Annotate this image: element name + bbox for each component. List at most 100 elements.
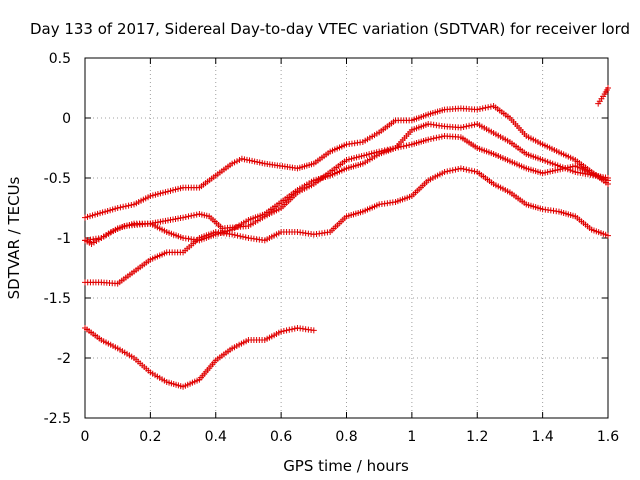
data-point [278, 328, 285, 335]
data-point [468, 122, 475, 129]
data-point [351, 155, 358, 162]
data-point [162, 189, 169, 196]
data-point [94, 210, 101, 217]
data-point [99, 209, 106, 216]
data-point [433, 134, 440, 141]
series-sat-e [82, 325, 317, 390]
data-point [395, 144, 402, 151]
x-tick-label: 0.6 [270, 429, 292, 445]
data-point [549, 160, 556, 167]
data-point [164, 188, 171, 195]
data-point [605, 232, 611, 239]
data-point [554, 166, 561, 173]
data-point [109, 206, 116, 213]
data-point [180, 214, 187, 221]
series-sat-d [82, 165, 611, 287]
x-tick-label: 1 [407, 429, 416, 445]
y-tick-label: 0 [62, 111, 71, 127]
data-point [154, 191, 161, 198]
data-point [438, 133, 445, 140]
data-point [87, 213, 94, 220]
data-point [112, 205, 119, 212]
data-point [436, 134, 443, 141]
x-tick-label: 1.4 [531, 429, 553, 445]
data-point [343, 157, 350, 163]
data-point [185, 213, 192, 220]
data-point [356, 153, 363, 160]
data-point [289, 326, 296, 333]
axis-ticks [84, 57, 609, 419]
data-point [229, 231, 236, 238]
data-point [104, 207, 111, 214]
data-point [241, 156, 248, 163]
data-point [157, 190, 164, 197]
data-point [92, 211, 99, 218]
data-point [557, 166, 564, 173]
data-point [167, 187, 174, 194]
data-point [346, 156, 353, 163]
data-point [466, 122, 473, 129]
data-point [430, 135, 437, 142]
data-point [542, 169, 549, 176]
data-point [125, 202, 132, 209]
data-point [427, 136, 434, 142]
data-point [291, 325, 298, 332]
data-point [122, 203, 129, 210]
data-point [363, 151, 370, 158]
data-point [471, 168, 478, 175]
data-point [237, 233, 244, 240]
data-point [397, 143, 404, 150]
data-point [234, 232, 241, 239]
data-point [476, 106, 483, 112]
data-point [254, 159, 261, 165]
data-point [128, 202, 135, 208]
data-point [259, 160, 266, 167]
data-point [452, 166, 459, 173]
data-point [366, 151, 373, 158]
data-point [361, 152, 368, 159]
data-point [400, 143, 407, 150]
data-point [175, 185, 182, 192]
y-tick-labels: 0.5 0 -0.5 -1 -1.5 -2 -2.5 [44, 51, 71, 427]
data-point [89, 212, 96, 219]
series-sat-a [82, 103, 611, 221]
data-point [238, 155, 245, 162]
data-point [403, 142, 410, 149]
data-point [544, 158, 551, 165]
data-point [487, 103, 494, 110]
data-point [242, 234, 249, 241]
data-point [368, 150, 375, 157]
x-tick-label: 1.2 [466, 429, 488, 445]
data-point [114, 205, 121, 211]
data-point [392, 145, 399, 151]
data-point [147, 193, 154, 199]
series-sat-c [82, 133, 611, 247]
data-points [82, 85, 611, 390]
data-point [280, 328, 287, 334]
data-point [564, 164, 571, 171]
data-point [444, 168, 451, 175]
data-point [552, 161, 559, 168]
x-tick-label: 0.8 [335, 429, 357, 445]
data-point [286, 326, 293, 333]
data-point [170, 187, 177, 194]
data-point [539, 170, 546, 177]
data-point [482, 104, 489, 111]
data-point [239, 233, 246, 240]
data-point [97, 210, 104, 217]
chart-title: Day 133 of 2017, Sidereal Day-to-day VTE… [30, 20, 630, 38]
data-point [120, 203, 127, 210]
data-point [441, 169, 448, 175]
data-point [562, 165, 569, 172]
data-point [485, 104, 492, 111]
series-sat-f [595, 85, 611, 107]
data-point [474, 106, 481, 113]
data-point [249, 157, 256, 164]
data-point [544, 169, 551, 176]
data-point [231, 232, 238, 238]
data-point [468, 167, 475, 174]
data-point [605, 85, 611, 91]
data-point [188, 212, 195, 219]
data-point [460, 124, 467, 130]
